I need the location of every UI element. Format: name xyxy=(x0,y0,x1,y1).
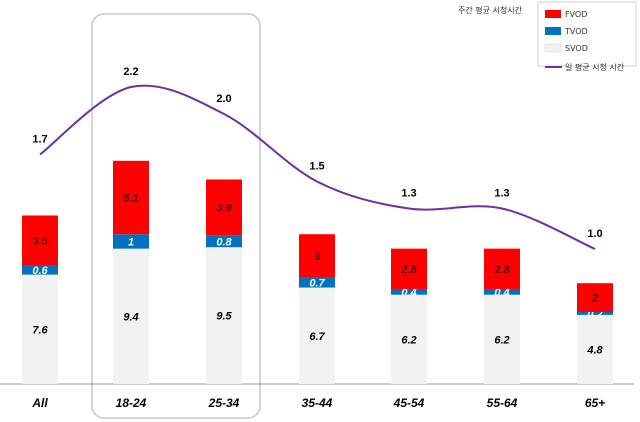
legend-label-svod: SVOD xyxy=(565,44,588,53)
data-label-fvod-55-64: 2.8 xyxy=(493,264,510,276)
data-label-fvod-25-34: 3.9 xyxy=(216,203,232,215)
line-label-35-44: 1.5 xyxy=(309,161,324,173)
x-tick-label-45-54: 45-54 xyxy=(393,396,425,410)
data-label-svod-18-24: 9.4 xyxy=(123,311,138,323)
x-tick-label-18-24: 18-24 xyxy=(116,396,147,410)
bar-tvod-45-54 xyxy=(391,288,427,295)
bar-tvod-25-34 xyxy=(206,235,242,248)
line-label-65: 1.0 xyxy=(587,228,602,240)
bar-svod-all xyxy=(22,274,58,384)
data-label-svod-35-44: 6.7 xyxy=(309,331,325,343)
line-avg-daily-viewing xyxy=(39,84,596,250)
legend-label-tvod: TVOD xyxy=(564,27,588,36)
line-label-25-34: 2.0 xyxy=(216,93,231,105)
bar-tvod-55-64 xyxy=(484,288,520,295)
bar-svod-18-24 xyxy=(113,248,149,384)
data-label-svod-55-64: 6.2 xyxy=(494,334,509,346)
data-label-svod-all: 7.6 xyxy=(32,324,48,336)
bar-tvod-all xyxy=(22,265,58,275)
bar-fvod-all xyxy=(22,215,58,266)
data-label-fvod-all: 3.5 xyxy=(32,236,48,248)
category-labels: All 18-24 25-34 35-44 45-54 55-64 65+ xyxy=(31,396,605,410)
highlight-box xyxy=(91,13,261,419)
bar-svod-65 xyxy=(577,314,613,384)
bar-fvod-65 xyxy=(577,283,613,312)
bars-group: 7.6 0.6 3.5 9.4 1 5.1 9.5 0.8 3.9 6.7 0.7 3 6.2 0.4 2.… xyxy=(22,160,613,384)
bar-fvod-45-54 xyxy=(391,248,427,289)
bar-tvod-35-44 xyxy=(299,277,335,288)
x-tick-label-all: All xyxy=(31,396,48,410)
data-label-tvod-18-24: 1 xyxy=(128,236,134,248)
bar-fvod-18-24 xyxy=(113,160,149,235)
bar-fvod-55-64 xyxy=(484,248,520,289)
bar-tvod-18-24 xyxy=(113,234,149,249)
legend-label-fvod: FVOD xyxy=(565,10,587,19)
line-layer: 1.7 2.2 2.0 1.5 1.3 1.3 1.0 xyxy=(32,66,603,250)
data-label-svod-25-34: 9.5 xyxy=(216,311,232,323)
bar-svod-25-34 xyxy=(206,247,242,384)
data-label-tvod-all: 0.6 xyxy=(32,265,48,277)
legend-title: 주간 평균 시청시간 xyxy=(458,5,523,15)
legend-label-line: 일 평균 시청 시간 xyxy=(565,62,625,72)
bar-tvod-65 xyxy=(577,312,613,315)
bar-fvod-35-44 xyxy=(299,234,335,278)
data-label-tvod-55-64: 0.4 xyxy=(494,287,509,299)
data-label-tvod-35-44: 0.7 xyxy=(309,277,325,289)
data-label-svod-65: 4.8 xyxy=(586,344,603,356)
bar-svod-35-44 xyxy=(299,287,335,384)
legend-swatch-tvod xyxy=(545,27,561,35)
bar-svod-55-64 xyxy=(484,294,520,384)
data-label-fvod-65: 2 xyxy=(591,293,598,305)
line-label-18-24: 2.2 xyxy=(123,66,138,78)
line-label-all: 1.7 xyxy=(32,134,47,146)
bar-fvod-25-34 xyxy=(206,179,242,236)
data-label-fvod-18-24: 5.1 xyxy=(123,193,138,205)
data-label-tvod-25-34: 0.8 xyxy=(216,236,232,248)
x-tick-label-55-64: 55-64 xyxy=(487,396,518,410)
data-label-fvod-35-44: 3 xyxy=(314,251,320,263)
legend-swatch-fvod xyxy=(545,10,561,18)
bar-svod-45-54 xyxy=(391,294,427,384)
line-label-45-54: 1.3 xyxy=(401,188,416,200)
x-tick-label-35-44: 35-44 xyxy=(302,396,333,410)
x-tick-label-65: 65+ xyxy=(585,396,605,410)
line-label-55-64: 1.3 xyxy=(494,188,509,200)
legend: 주간 평균 시청시간 FVOD TVOD SVOD 일 평균 시청 시간 xyxy=(458,1,637,72)
x-tick-label-25-34: 25-34 xyxy=(208,396,240,410)
legend-swatch-svod xyxy=(544,43,562,53)
data-label-fvod-45-54: 2.8 xyxy=(400,264,417,276)
data-label-tvod-45-54: 0.4 xyxy=(401,287,416,299)
data-label-svod-45-54: 6.2 xyxy=(401,334,416,346)
